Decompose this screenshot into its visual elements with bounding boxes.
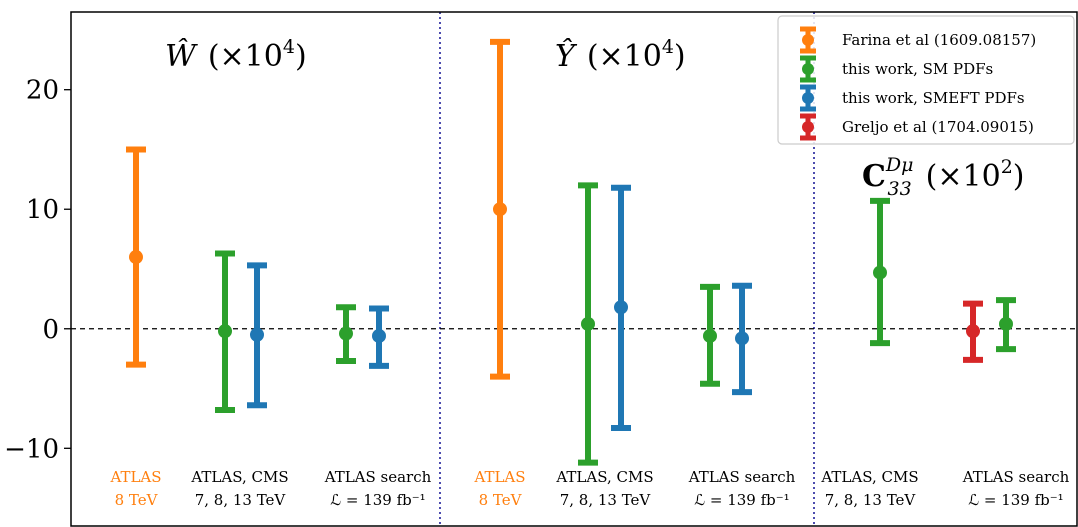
group-label: ATLAS 8 TeV (473, 468, 525, 509)
error-bar-marker (614, 300, 628, 315)
group-label-line2: 7, 8, 13 TeV (195, 491, 287, 509)
error-bar-marker (703, 328, 717, 343)
group-label-line1: ATLAS (473, 468, 525, 486)
panel-dividers (439, 12, 815, 526)
error-bar-this-work-sm-pdfs (578, 182, 598, 466)
error-bar-greljo-et-al-1704-09015- (963, 300, 983, 363)
error-bar-this-work-sm-pdfs (870, 197, 890, 347)
group-label-line2: ℒ = 139 fb⁻¹ (330, 491, 425, 509)
error-bar-marker (966, 324, 980, 339)
y-tick-label: 10 (26, 195, 59, 225)
group-labels: ATLAS 8 TeV ATLAS, CMS 7, 8, 13 TeV ATLAS se… (109, 468, 1069, 509)
error-bar-marker (581, 316, 595, 331)
y-axis: −10 0 10 20 (4, 76, 71, 464)
group-label-line1: ATLAS search (688, 468, 796, 486)
error-bar-farina-et-al-1609-08157- (126, 146, 146, 368)
group-label-line2: 7, 8, 13 TeV (560, 491, 652, 509)
group-label: ATLAS search ℒ = 139 fb⁻¹ (688, 468, 796, 509)
error-bar-marker (873, 265, 887, 280)
y-tick-label: 0 (42, 315, 59, 345)
error-bar-this-work-smeft-pdfs (369, 305, 389, 369)
legend-entry: Greljo et al (1704.09015) (800, 113, 1034, 141)
legend-swatch-marker (802, 92, 814, 104)
error-bar-marker (735, 331, 749, 346)
error-bar-marker (999, 316, 1013, 331)
group-label: ATLAS search ℒ = 139 fb⁻¹ (324, 468, 432, 509)
error-bar-this-work-smeft-pdfs (247, 262, 267, 409)
group-label-line1: ATLAS search (962, 468, 1070, 486)
legend-label: Farina et al (1609.08157) (842, 31, 1036, 49)
group-label: ATLAS 8 TeV (109, 468, 161, 509)
panel-title-w: Ŵ (×104) (165, 36, 307, 74)
error-bar-farina-et-al-1609-08157- (490, 38, 510, 380)
error-bar-marker (372, 328, 386, 343)
plot-frame (70, 11, 1078, 527)
error-bar-this-work-smeft-pdfs (732, 282, 752, 396)
group-label-line1: ATLAS search (324, 468, 432, 486)
error-bar-marker (493, 202, 507, 217)
error-bars (126, 38, 1016, 466)
legend: Farina et al (1609.08157) this work, SM P… (777, 15, 1075, 145)
panel-title-y: Ŷ (×104) (555, 36, 686, 74)
error-bar-this-work-sm-pdfs (996, 297, 1016, 353)
legend-entry: this work, SMEFT PDFs (800, 84, 1025, 112)
legend-label: Greljo et al (1704.09015) (842, 118, 1034, 136)
y-tick-label: 20 (26, 76, 59, 106)
group-label-line2: 7, 8, 13 TeV (825, 491, 917, 509)
legend-box (777, 15, 1075, 145)
group-label: ATLAS, CMS 7, 8, 13 TeV (190, 468, 288, 509)
error-bar-marker (339, 326, 353, 341)
error-bar-this-work-smeft-pdfs (611, 184, 631, 431)
group-label-line2: 8 TeV (479, 491, 523, 509)
group-label-line1: ATLAS (109, 468, 161, 486)
group-label-line1: ATLAS, CMS (820, 468, 918, 486)
error-bar-this-work-sm-pdfs (700, 283, 720, 387)
legend-entry: this work, SM PDFs (800, 55, 993, 83)
group-label-line1: ATLAS, CMS (555, 468, 653, 486)
group-label-line1: ATLAS, CMS (190, 468, 288, 486)
error-bar-this-work-sm-pdfs (215, 250, 235, 414)
group-label-line2: 8 TeV (115, 491, 159, 509)
error-bar-marker (250, 327, 264, 342)
group-label: ATLAS, CMS 7, 8, 13 TeV (820, 468, 918, 509)
group-label: ATLAS search ℒ = 139 fb⁻¹ (962, 468, 1070, 509)
legend-label: this work, SM PDFs (842, 60, 993, 78)
error-bar-marker (218, 324, 232, 339)
legend-label: this work, SMEFT PDFs (842, 89, 1025, 107)
error-bar-this-work-sm-pdfs (336, 304, 356, 365)
error-bar-marker (129, 250, 143, 265)
group-label-line2: ℒ = 139 fb⁻¹ (968, 491, 1063, 509)
legend-swatch-marker (802, 121, 814, 133)
legend-swatch-marker (802, 63, 814, 75)
panel-title-c: CDμ 33 (×102) (862, 154, 1025, 200)
legend-swatch-marker (802, 34, 814, 46)
panel-titles: Ŵ (×104) Ŷ (×104) CDμ 33 (×102) (165, 36, 1025, 200)
legend-entry: Farina et al (1609.08157) (800, 26, 1036, 54)
group-label-line2: ℒ = 139 fb⁻¹ (694, 491, 789, 509)
group-label: ATLAS, CMS 7, 8, 13 TeV (555, 468, 653, 509)
y-tick-label: −10 (4, 434, 59, 464)
